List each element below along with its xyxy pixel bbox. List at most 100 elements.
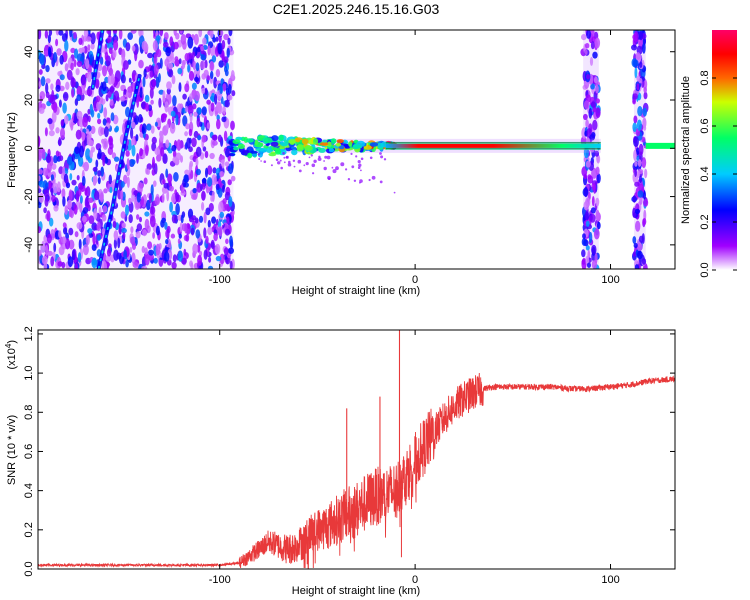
noise-speck [75, 129, 82, 140]
tone-speck [291, 146, 297, 150]
noise-speck [94, 190, 100, 201]
noise-speck [211, 174, 217, 186]
noise-speck [155, 225, 160, 236]
noise-speck [635, 220, 641, 232]
noise-speck [87, 108, 91, 115]
noise-speck [190, 227, 195, 236]
noise-speck [138, 59, 144, 69]
noise-speck [175, 114, 179, 126]
noise-speck [196, 182, 202, 193]
noise-speck [207, 165, 213, 176]
noise-speck [203, 211, 207, 224]
tone-speck [280, 142, 289, 147]
noise-speck [581, 238, 587, 246]
noise-speck [591, 244, 597, 255]
tone-speck [228, 135, 233, 140]
tone-tail [298, 169, 302, 173]
y-tick-label: 0 [23, 145, 35, 151]
noise-speck [159, 30, 164, 37]
noise-speck [642, 218, 647, 226]
x-tick-label: 0 [412, 574, 418, 586]
noise-speck [99, 56, 104, 66]
tone-tail [351, 165, 355, 169]
tone-speck [369, 142, 379, 147]
noise-speck [41, 149, 46, 160]
noise-speck [112, 221, 117, 228]
noise-speck [634, 67, 638, 79]
noise-speck [201, 201, 205, 211]
noise-speck [86, 88, 93, 97]
x-tick-label: -100 [209, 274, 231, 286]
noise-speck [77, 252, 82, 263]
noise-speck [224, 99, 230, 108]
noise-speck [71, 249, 76, 261]
noise-speck [131, 241, 137, 250]
tone-tail [292, 159, 296, 162]
noise-speck [586, 74, 590, 80]
noise-speck [210, 239, 215, 250]
noise-speck [143, 177, 148, 185]
tone-tail [331, 166, 334, 169]
noise-speck [583, 113, 588, 121]
noise-speck [113, 238, 117, 249]
noise-speck [222, 83, 227, 92]
noise-speck [64, 39, 69, 52]
noise-speck [165, 239, 169, 245]
noise-speck [226, 216, 230, 224]
noise-speck [180, 33, 187, 45]
noise-speck [68, 227, 74, 236]
noise-burst [631, 30, 649, 269]
noise-speck [152, 156, 155, 169]
noise-speck [211, 134, 218, 140]
noise-speck [140, 101, 146, 110]
noise-speck [48, 181, 52, 190]
noise-speck [178, 233, 182, 239]
noise-speck [172, 254, 177, 263]
noise-speck [76, 60, 83, 67]
noise-speck [195, 146, 202, 157]
noise-speck [633, 30, 639, 43]
noise-speck [170, 110, 176, 117]
noise-speck [62, 196, 66, 207]
noise-speck [97, 118, 102, 125]
noise-speck [166, 93, 170, 100]
tone-speck [326, 141, 332, 147]
noise-speck [45, 65, 50, 73]
noise-speck [46, 210, 51, 222]
noise-speck [102, 155, 106, 167]
noise-speck [634, 264, 639, 269]
noise-speck [131, 45, 136, 52]
noise-speck [148, 193, 152, 204]
tone-tail [283, 161, 286, 164]
y-tick-label: 20 [23, 94, 35, 106]
noise-speck [61, 236, 67, 244]
tone-tail [323, 160, 325, 162]
noise-speck [208, 256, 212, 263]
noise-speck [58, 30, 64, 36]
noise-speck [77, 53, 83, 64]
tone-tail [297, 159, 302, 164]
noise-speck [68, 189, 73, 202]
noise-speck [146, 163, 152, 171]
noise-speck [589, 134, 595, 141]
dispersive-streak-core [91, 30, 104, 89]
noise-speck [136, 153, 139, 164]
noise-speck [218, 226, 223, 237]
noise-speck [74, 112, 77, 125]
colorbar-label: Normalized spectral amplitude [680, 76, 692, 224]
noise-speck [125, 204, 129, 216]
noise-speck [104, 76, 109, 84]
noise-speck [74, 48, 79, 59]
noise-speck [167, 148, 173, 154]
noise-speck [171, 144, 177, 152]
noise-speck [195, 62, 200, 72]
noise-speck [227, 179, 232, 186]
noise-speck [585, 220, 590, 227]
tone-speck [245, 138, 254, 143]
noise-speck [182, 93, 187, 100]
noise-speck [228, 247, 234, 254]
tone-band-tail [645, 142, 675, 149]
noise-speck [595, 211, 601, 222]
noise-speck [47, 250, 53, 256]
noise-speck [147, 52, 154, 59]
